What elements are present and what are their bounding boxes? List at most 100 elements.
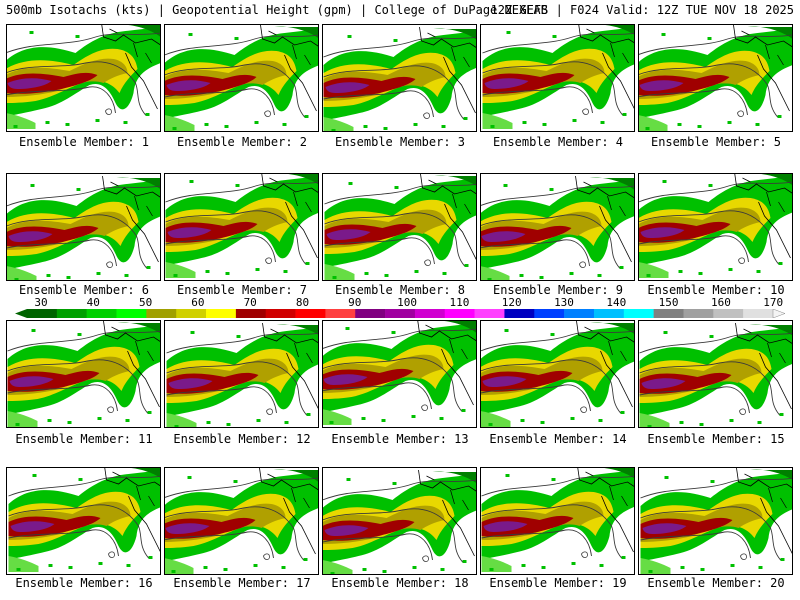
colorbar-tick-labels: 30 40 50 60 70 80 90 100 110 120 130 140 150 160 170 <box>0 296 800 309</box>
colorbar-segment <box>116 309 147 318</box>
ensemble-member-label: Ensemble Member: 4 <box>492 135 624 149</box>
ensemble-member-label: Ensemble Member: 20 <box>647 576 785 590</box>
ensemble-member-map <box>480 320 635 428</box>
colorbar-arrow-left <box>15 309 27 318</box>
ensemble-member-map <box>638 467 793 575</box>
colorbar-tick-label: 130 <box>554 296 574 309</box>
ensemble-member-map <box>164 24 319 132</box>
isotach-height-map <box>8 468 160 572</box>
ensemble-member-map <box>480 24 635 132</box>
colorbar-tick-label: 80 <box>295 296 310 309</box>
colorbar-segment <box>713 309 744 318</box>
ensemble-member-label: Ensemble Member: 7 <box>176 283 308 297</box>
colorbar-tick-label: 30 <box>34 296 48 309</box>
colorbar-arrow-right <box>772 309 785 318</box>
ensemble-member-map <box>638 24 793 132</box>
ensemble-member-label: Ensemble Member: 17 <box>173 576 311 590</box>
isotach-height-map <box>7 321 160 427</box>
ensemble-member-label: Ensemble Member: 15 <box>647 432 785 446</box>
isotach-height-map <box>323 469 476 574</box>
colorbar-segment <box>414 309 446 318</box>
colorbar-tick-label: 60 <box>191 296 205 309</box>
colorbar-tick-label: 100 <box>397 296 418 309</box>
ensemble-member-label: Ensemble Member: 1 <box>18 135 150 149</box>
isotach-height-map <box>639 174 792 278</box>
colorbar-segment <box>593 309 625 318</box>
ensemble-member-label: Ensemble Member: 14 <box>489 432 627 446</box>
isotach-height-map <box>7 25 160 129</box>
colorbar-segment <box>623 309 654 318</box>
colorbar-segment <box>27 309 58 318</box>
ensemble-member-map <box>480 467 635 575</box>
ensemble-member-label: Ensemble Member: 16 <box>15 576 153 590</box>
isotach-height-map <box>481 175 634 280</box>
isotach-height-map <box>165 25 318 131</box>
colorbar-segment <box>564 309 595 318</box>
ensemble-member-label: Ensemble Member: 10 <box>647 283 785 297</box>
ensemble-member-map <box>638 320 793 428</box>
colorbar-segment <box>683 309 714 318</box>
ensemble-member-map <box>322 467 477 575</box>
colorbar-segment <box>325 309 356 318</box>
colorbar-segment <box>235 309 267 318</box>
colorbar-segment <box>86 309 117 318</box>
colorbar-segment <box>653 309 684 318</box>
colorbar-segment <box>743 309 774 318</box>
colorbar-tick-label: 140 <box>606 296 627 309</box>
ensemble-member-label: Ensemble Member: 18 <box>331 576 469 590</box>
colorbar-segment <box>504 309 535 318</box>
isotach-height-map <box>481 321 634 427</box>
ensemble-member-label: Ensemble Member: 11 <box>15 432 153 446</box>
ensemble-member-map <box>164 173 319 281</box>
ensemble-member-map <box>322 173 477 281</box>
isotach-colorbar <box>15 309 785 318</box>
isotach-height-map <box>165 468 318 574</box>
colorbar-segment <box>385 309 416 318</box>
isotach-height-map <box>640 468 792 574</box>
colorbar-tick-label: 50 <box>138 296 153 309</box>
colorbar-segment <box>534 309 565 318</box>
ensemble-member-map <box>322 24 477 132</box>
ensemble-member-map <box>638 173 793 281</box>
isotach-height-map <box>7 175 160 280</box>
colorbar-tick-label: 150 <box>658 296 679 309</box>
ensemble-member-label: Ensemble Member: 5 <box>650 135 782 149</box>
ensemble-member-label: Ensemble Member: 2 <box>176 135 308 149</box>
colorbar-segment <box>176 309 207 318</box>
colorbar-segment <box>56 309 87 318</box>
isotach-height-map <box>323 26 476 131</box>
colorbar-tick-label: 90 <box>348 296 362 309</box>
ensemble-member-label: Ensemble Member: 12 <box>173 432 311 446</box>
ensemble-member-label: Ensemble Member: 9 <box>492 283 624 297</box>
ensemble-member-map <box>6 173 161 281</box>
colorbar-segment <box>206 309 237 318</box>
colorbar-tick-label: 170 <box>763 296 784 309</box>
colorbar-segment <box>295 309 326 318</box>
isotach-height-map <box>165 174 318 278</box>
ensemble-member-label: Ensemble Member: 8 <box>334 283 466 297</box>
ensemble-member-map <box>480 173 635 281</box>
colorbar-tick-label: 120 <box>501 296 522 309</box>
ensemble-member-label: Ensemble Member: 6 <box>18 283 150 297</box>
isotach-height-map <box>639 25 792 131</box>
colorbar-tick-label: 70 <box>243 296 257 309</box>
ensemble-member-map <box>6 467 161 575</box>
colorbar-segment <box>474 309 505 318</box>
isotach-height-map <box>166 322 318 427</box>
colorbar-segment <box>146 309 177 318</box>
colorbar-segment <box>265 309 296 318</box>
model-run-info: 12Z GEFS | F024 Valid: 12Z TUE NOV 18 20… <box>490 3 794 17</box>
map-title: 500mb Isotachs (kts) | Geopotential Heig… <box>6 3 548 17</box>
colorbar-tick-label: 40 <box>86 296 100 309</box>
isotach-height-map <box>324 174 476 280</box>
ensemble-member-label: Ensemble Member: 19 <box>489 576 627 590</box>
ensemble-member-map <box>164 320 319 428</box>
ensemble-member-map <box>6 320 161 428</box>
isotach-height-map <box>481 468 634 572</box>
colorbar-tick-label: 160 <box>710 296 731 309</box>
ensemble-member-label: Ensemble Member: 13 <box>331 432 469 446</box>
isotach-height-map <box>639 322 792 427</box>
ensemble-member-map <box>322 320 477 428</box>
ensemble-member-label: Ensemble Member: 3 <box>334 135 466 149</box>
ensemble-member-map <box>6 24 161 132</box>
